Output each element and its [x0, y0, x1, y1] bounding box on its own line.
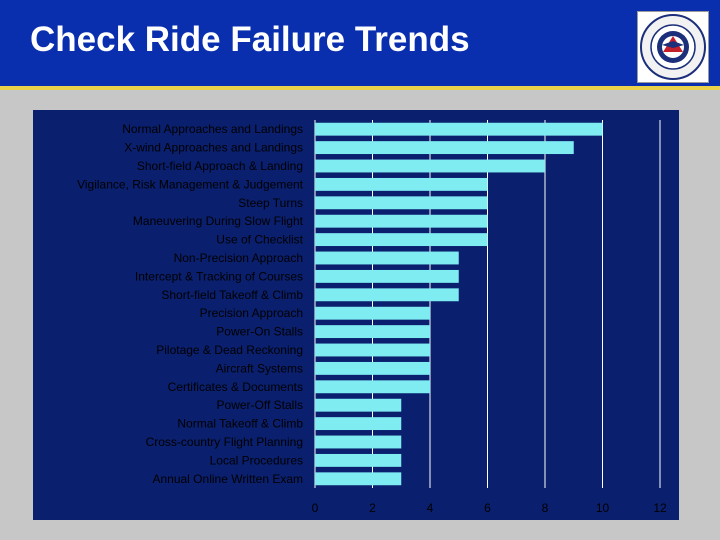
category-label: Annual Online Written Exam	[152, 472, 303, 486]
civil-air-patrol-seal	[637, 11, 709, 83]
category-label: X-wind Approaches and Landings	[124, 141, 303, 155]
bar	[315, 453, 402, 467]
bar	[315, 361, 430, 375]
category-label: Pilotage & Dead Reckoning	[156, 343, 303, 357]
bar	[315, 417, 402, 431]
category-label: Short-field Takeoff & Climb	[161, 288, 303, 302]
seal-icon	[640, 14, 706, 80]
category-label: Normal Approaches and Landings	[122, 122, 303, 136]
x-tick-label: 12	[653, 501, 667, 515]
bar	[315, 306, 430, 320]
category-label: Use of Checklist	[216, 233, 303, 247]
x-tick-label: 2	[369, 501, 376, 515]
bar	[315, 288, 459, 302]
category-label: Aircraft Systems	[216, 361, 303, 375]
bar	[315, 214, 488, 228]
header-accent-rule	[0, 86, 720, 90]
title-bar: Check Ride Failure Trends	[0, 0, 720, 86]
x-tick-label: 0	[312, 501, 319, 515]
bar	[315, 398, 402, 412]
category-label: Precision Approach	[200, 306, 303, 320]
category-label: Normal Takeoff & Climb	[177, 417, 303, 431]
bar	[315, 196, 488, 210]
bar-chart: Normal Approaches and Landings X-wind App…	[77, 120, 667, 515]
bar	[315, 122, 603, 136]
bar	[315, 233, 488, 247]
bar	[315, 141, 574, 155]
category-label: Certificates & Documents	[168, 380, 303, 394]
x-tick-label: 10	[596, 501, 610, 515]
bar	[315, 177, 488, 191]
category-label: Intercept & Tracking of Courses	[135, 269, 303, 283]
category-label: Power-On Stalls	[216, 325, 303, 339]
x-tick-label: 6	[484, 501, 491, 515]
category-label: Steep Turns	[238, 196, 303, 210]
chart-panel: Normal Approaches and Landings X-wind App…	[33, 110, 679, 520]
bar	[315, 325, 430, 339]
bar	[315, 269, 459, 283]
category-label: Power-Off Stalls	[217, 398, 303, 412]
x-tick-label: 8	[542, 501, 549, 515]
bar	[315, 159, 545, 173]
bar	[315, 251, 459, 265]
category-label: Maneuvering During Slow Flight	[133, 214, 304, 228]
page-title: Check Ride Failure Trends	[30, 20, 470, 59]
category-label: Non-Precision Approach	[174, 251, 303, 265]
category-label: Short-field Approach & Landing	[137, 159, 303, 173]
category-label: Vigilance, Risk Management & Judgement	[77, 177, 304, 191]
bar	[315, 343, 430, 357]
bar	[315, 472, 402, 486]
bar	[315, 380, 430, 394]
category-label: Local Procedures	[210, 453, 303, 467]
bar	[315, 435, 402, 449]
x-tick-label: 4	[427, 501, 434, 515]
category-label: Cross-country Flight Planning	[146, 435, 303, 449]
